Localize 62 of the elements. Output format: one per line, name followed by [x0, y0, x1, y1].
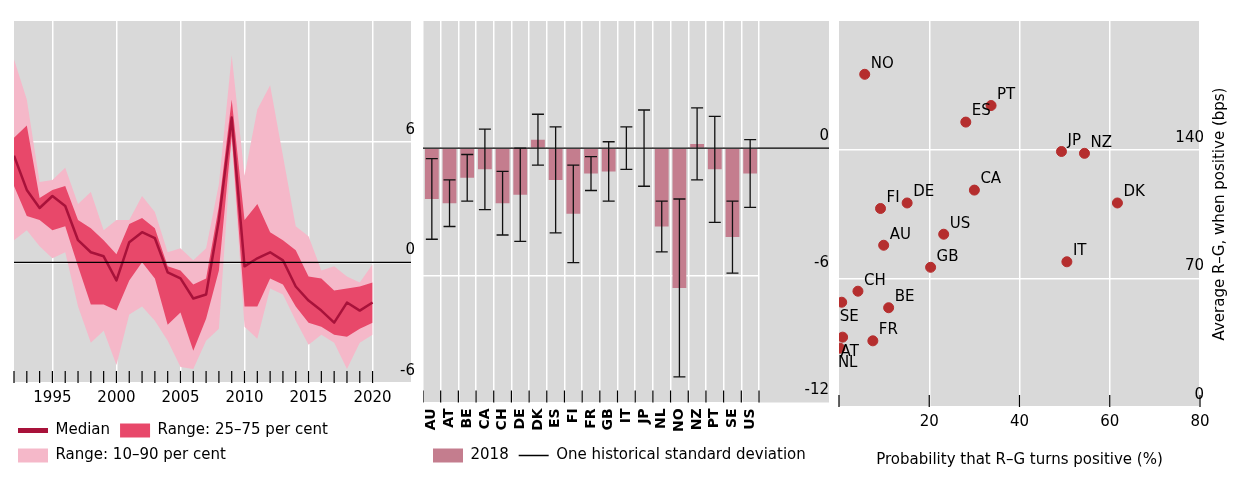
x-tick-label: US [740, 408, 757, 430]
x-tick-label: 2000 [97, 387, 136, 406]
y-tick-label: 140 [1175, 127, 1204, 146]
y-tick-label: -6 [814, 253, 829, 272]
x-tick-label: PT [705, 407, 722, 429]
x-tick-label: 60 [1100, 411, 1120, 430]
x-tick-label: SE [723, 408, 740, 429]
x-tick-label: 1995 [33, 387, 72, 406]
x-tick-label: 2005 [161, 387, 200, 406]
data-label: FR [878, 320, 898, 339]
y-tick-label: -12 [804, 380, 829, 399]
data-label: CA [980, 169, 1002, 188]
x-tick-label: 80 [1190, 411, 1210, 430]
legend-label: Median [55, 420, 111, 439]
legend-label: Range: 25–75 per cent [157, 420, 329, 439]
y-tick-label: 0 [819, 126, 829, 145]
x-tick-label: FI [563, 408, 580, 424]
data-label: AU [889, 224, 911, 243]
x-tick-label: 20 [919, 411, 939, 430]
data-label: ES [971, 101, 991, 120]
x-tick-label: NO [670, 408, 687, 433]
data-label: US [949, 213, 971, 232]
y-tick-label: 70 [1184, 256, 1204, 275]
x-tick-label: 2010 [225, 387, 264, 406]
data-label: BE [894, 287, 915, 306]
data-label: JP [1066, 130, 1081, 149]
legend-label: 2018 [470, 445, 509, 464]
x-tick-label: DK [528, 407, 545, 431]
data-label: NZ [1090, 132, 1112, 151]
data-label: CH [863, 270, 886, 289]
x-tick-label: FR [581, 408, 598, 429]
x-tick-label: DE [510, 408, 527, 430]
data-label: GB [936, 246, 959, 265]
y-tick-label: 0 [405, 240, 415, 259]
x-tick-label: JP [634, 408, 651, 425]
x-tick-label: NZ [687, 408, 704, 431]
data-label: DE [913, 182, 935, 201]
data-label: FI [886, 187, 900, 206]
y-tick-label: -6 [400, 360, 415, 379]
x-tick-label: AU [422, 408, 439, 431]
text: One historical standard deviation [556, 445, 806, 464]
y-tick-label: 0 [1194, 384, 1204, 403]
data-label: NO [870, 53, 894, 72]
data-label: DK [1123, 182, 1146, 201]
data-label: PT [997, 84, 1017, 103]
x-tick-label: BE [457, 408, 474, 429]
x-tick-label: IT [617, 407, 634, 424]
y-axis-title: Average R–G, when positive (bps) [1210, 87, 1229, 341]
y-tick-label: 6 [405, 119, 415, 138]
x-tick-label: GB [599, 408, 616, 431]
x-tick-label: ES [546, 408, 563, 429]
x-tick-label: AT [440, 407, 457, 428]
x-tick-label: NL [652, 408, 669, 430]
x-tick-label: 2020 [353, 387, 392, 406]
data-label: SE [839, 306, 859, 325]
x-tick-label: CH [493, 408, 510, 431]
x-tick-label: 2015 [289, 387, 328, 406]
x-tick-label: 40 [1009, 411, 1030, 430]
data-label: IT [1072, 241, 1088, 260]
legend-label: Range: 10–90 per cent [55, 445, 226, 464]
x-axis-title: Probability that R–G turns positive (%) [876, 449, 1163, 468]
x-tick-label: CA [475, 408, 492, 430]
